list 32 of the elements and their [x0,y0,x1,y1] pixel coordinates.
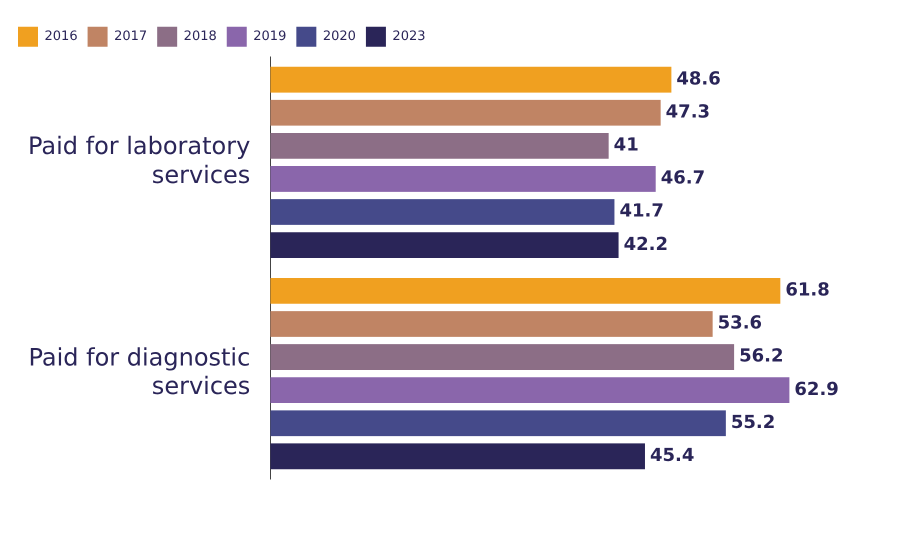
legend-label: 2016 [44,29,78,44]
data-label: 56.2 [739,346,784,367]
bar [270,377,790,404]
bar [270,344,734,370]
data-label: 55.2 [730,412,776,433]
data-label: 41.7 [619,200,664,222]
bar [270,100,661,126]
data-label: 42.2 [624,234,668,255]
data-label: 47.3 [666,101,710,122]
data-label: 46.7 [660,168,706,189]
legend-label: 2023 [392,29,426,44]
bar [270,278,780,304]
data-label: 53.6 [718,312,762,334]
bar [270,311,713,337]
legend-label: 2018 [184,29,217,44]
bar [270,232,619,258]
bar [270,443,645,470]
bar [270,166,656,192]
y-tick-label: Paid for laboratory services [28,132,250,190]
data-label: 45.4 [650,444,694,466]
data-label: 61.8 [785,280,830,301]
data-label: 48.6 [676,68,721,90]
bar [270,199,614,225]
legend-label: 2019 [253,29,286,44]
data-label: 41 [614,134,639,156]
bar [270,132,609,159]
bar [270,410,726,436]
bar [270,66,672,93]
legend-label: 2020 [322,29,356,44]
y-tick-label: Paid for diagnostic services [28,343,250,400]
legend-label: 2017 [114,29,148,44]
data-label: 62.9 [794,378,839,400]
